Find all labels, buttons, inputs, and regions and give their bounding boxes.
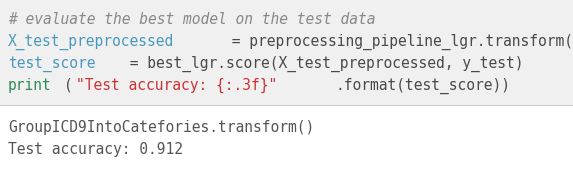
Text: Test accuracy: 0.912: Test accuracy: 0.912 [8,142,183,157]
Text: X_test_preprocessed: X_test_preprocessed [8,34,174,50]
Text: "Test accuracy: {:.3f}": "Test accuracy: {:.3f}" [76,78,277,93]
Text: print: print [8,78,52,93]
Text: # evaluate the best model on the test data: # evaluate the best model on the test da… [8,12,375,27]
Text: GroupICD9IntoCatefories.transform(): GroupICD9IntoCatefories.transform() [8,120,314,135]
Text: (: ( [64,78,73,93]
Text: = preprocessing_pipeline_lgr.transform(X_test): = preprocessing_pipeline_lgr.transform(X… [222,34,573,50]
Text: = best_lgr.score(X_test_preprocessed, y_test): = best_lgr.score(X_test_preprocessed, y_… [121,56,523,72]
Text: test_score: test_score [8,56,96,72]
Bar [0,106,573,185]
Text: .format(test_score)): .format(test_score)) [335,78,511,94]
